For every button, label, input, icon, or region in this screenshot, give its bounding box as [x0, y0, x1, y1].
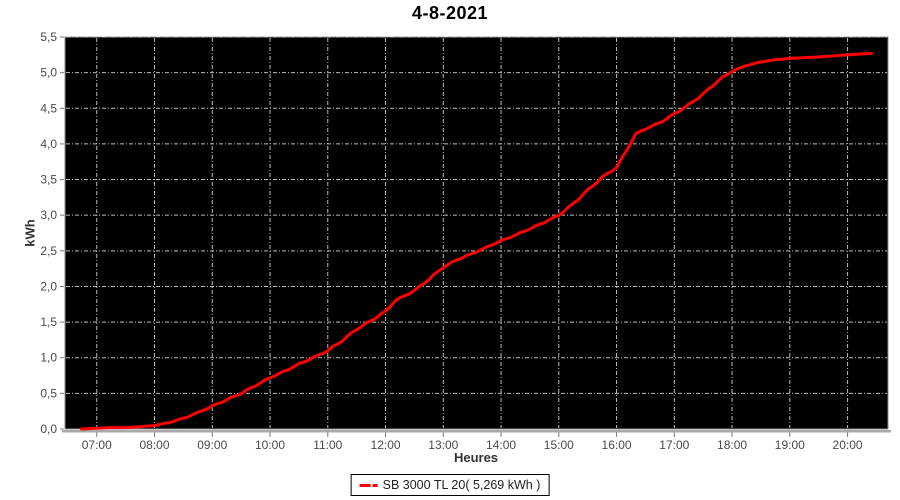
x-tick-label: 13:00	[428, 438, 458, 452]
x-tick-label: 11:00	[313, 438, 342, 452]
y-tick-label: 3,0	[40, 208, 57, 222]
x-tick-label: 10:00	[255, 438, 285, 452]
y-tick-label: 2,5	[40, 244, 57, 258]
legend: SB 3000 TL 20( 5,269 kWh )	[350, 474, 550, 496]
x-tick-label: 07:00	[82, 438, 112, 452]
y-tick-label: 5,5	[40, 30, 57, 44]
x-axis-line	[62, 430, 891, 433]
y-tick-label: 3,5	[40, 173, 57, 187]
legend-label: SB 3000 TL 20( 5,269 kWh )	[382, 478, 541, 492]
legend-line-icon	[359, 483, 378, 487]
plot-canvas: 0,0 0,5 1,0 1,5 2,0 2,5 3,0 3,5 4,0 4,5 5,0 5,5 07:0…	[40, 30, 891, 452]
x-tick-label: 20:00	[833, 438, 863, 452]
y-tick-label: 4,5	[40, 101, 57, 115]
x-tick-label: 16:00	[602, 438, 632, 452]
x-tick-label: 18:00	[717, 438, 747, 452]
plot-area	[64, 36, 889, 430]
legend-dash-icon	[372, 483, 378, 487]
x-tick-label: 19:00	[775, 438, 805, 452]
y-tick-label: 0,5	[40, 386, 57, 400]
y-tick-label: 0,0	[40, 422, 57, 436]
x-tick-label: 15:00	[544, 438, 574, 452]
series-line	[79, 51, 874, 431]
y-tick-label: 4,0	[40, 137, 57, 151]
x-tick-label: 17:00	[659, 438, 689, 452]
x-tick-label: 12:00	[371, 438, 401, 452]
x-tick-label: 08:00	[140, 438, 170, 452]
x-tick-label: 14:00	[486, 438, 516, 452]
y-tick-label: 1,0	[40, 351, 57, 365]
chart-title: 4-8-2021	[411, 3, 489, 23]
x-tick-label: 09:00	[197, 438, 227, 452]
legend-dash-icon	[359, 483, 371, 487]
y-tick-label: 2,0	[40, 279, 57, 293]
y-tick-label: 1,5	[40, 315, 57, 329]
y-axis-title: kWh	[22, 219, 38, 247]
y-tick-label: 5,0	[40, 66, 57, 80]
x-axis-title: Heures	[453, 450, 499, 465]
